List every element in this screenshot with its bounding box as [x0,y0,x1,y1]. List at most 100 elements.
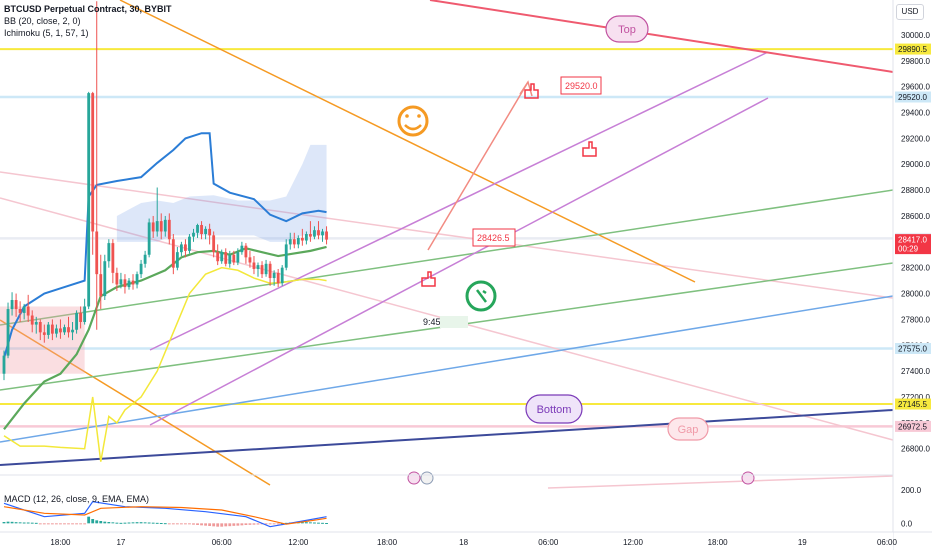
price-tick-label: 29800.0 [901,57,930,66]
time-tick-label: 19 [798,538,807,547]
price-label-tag-6[interactable] [895,420,931,432]
candle-body [71,329,74,333]
macd-histogram-bar [103,521,107,524]
macd-histogram-bar [192,523,195,525]
macd-pane [0,474,893,528]
trend-line-7[interactable] [149,97,769,426]
hand-pointer-icon[interactable] [582,141,597,157]
price-label-tag-5[interactable] [895,398,931,410]
bb-indicator-label[interactable]: BB (20, close, 2, 0) [4,16,81,26]
flag-icon[interactable] [420,471,434,485]
candle-body [50,324,54,334]
macd-histogram-bar [107,522,111,524]
bottom-annotation-label: Bottom [537,404,572,416]
smiley-face-mark-icon [476,289,487,303]
candle-body [204,228,208,235]
time-tick-label: 18:00 [708,538,729,547]
trend-line-4[interactable] [0,189,894,326]
candle-body [95,231,99,275]
ichimoku-indicator-label[interactable]: Ichimoku (5, 1, 57, 1) [4,28,89,38]
annotation-layer[interactable]: Top Bottom Gap 29520.0 28426.5 9:45 [397,15,755,485]
smiley-neutral-icon[interactable] [465,280,497,312]
candle-body [75,312,78,330]
candle-body [91,93,95,232]
price-label-text: 27575.0 [898,345,927,354]
macd-histogram-bar [208,523,212,526]
currency-button[interactable]: USD [896,4,924,20]
macd-histogram-bar [6,521,10,524]
macd-histogram-bar [155,522,159,524]
entry-price-tag[interactable] [472,228,516,247]
price-label-tag-1[interactable] [895,91,931,103]
price-label-tag-0[interactable] [895,43,931,55]
time-axis-bg [0,532,893,550]
time-tick-label: 12:00 [288,538,309,547]
candle-body [317,230,320,236]
trend-line-0[interactable] [0,171,894,299]
candle-body [296,237,300,245]
trend-line-2[interactable] [119,0,696,283]
candle-body [179,244,183,253]
candle-body [83,306,87,322]
macd-histogram-bar [167,523,171,525]
event-icon-1[interactable] [741,471,755,485]
conversion-line [3,266,327,462]
symbol-title[interactable]: BTCUSD Perpetual Contract, 30, BYBIT [4,4,172,14]
hand-pointer-icon[interactable] [524,83,539,99]
time-axis[interactable]: 18:00 17 06:00 12:00 18:00 18 06:00 12:00 18:00 1… [0,531,932,550]
price-tick-label: 27800.0 [901,315,930,324]
macd-histogram-bar [143,522,147,524]
macd-histogram-bar [175,523,179,525]
price-axis[interactable]: 26800.027000.027200.027400.027600.027800… [892,0,932,550]
macd-histogram-bar [95,520,99,524]
price-tick-label: 28800.0 [901,186,930,195]
candle-body [224,252,228,264]
macd-histogram-bar [300,522,304,524]
target-price-tag[interactable] [560,76,602,95]
candle-body [272,272,276,279]
macd-histogram-bar [272,523,276,525]
candle-body [276,272,280,284]
price-label-tag-4[interactable] [895,343,931,355]
trend-line-8[interactable] [0,295,894,443]
timer-highlight [440,316,468,328]
candle-body [139,263,143,275]
candle-body [26,306,30,316]
macd-histogram-bar [67,523,70,525]
trend-line-11[interactable] [547,475,894,489]
macd-histogram-bar [63,523,66,525]
macd-histogram-bar [321,522,324,524]
top-annotation-bubble[interactable] [605,15,649,43]
candle-body [6,309,10,356]
price-label-text: 28417.0 [898,236,927,245]
macd-histogram-bar [147,522,151,524]
macd-histogram-bar [184,523,187,525]
time-tick-label: 18:00 [377,538,398,547]
price-tick-label: 30000.0 [901,31,930,40]
candle-body [288,239,292,245]
candle-body [240,245,244,253]
trend-line-12[interactable] [427,81,529,251]
macd-histogram-bar [2,522,6,524]
candle-body [321,231,324,236]
gap-annotation-bubble[interactable] [667,417,709,441]
macd-histogram-bar [10,521,14,524]
hand-pointer-icon[interactable] [421,271,436,287]
candle-body [22,306,26,313]
drawing-layer[interactable] [0,0,894,489]
price-label-tag-3[interactable] [895,234,931,255]
candle-body [34,321,38,325]
trend-line-10[interactable] [429,0,894,73]
trend-line-6[interactable] [149,51,769,351]
candle-body [244,245,248,258]
time-tick-label: 06:00 [538,538,559,547]
macd-indicator-label[interactable]: MACD (12, 26, close, 9, EMA, EMA) [4,494,150,504]
trend-line-9[interactable] [0,409,894,466]
candle-body [63,327,66,333]
event-icon-0[interactable] [407,471,421,485]
smiley-happy-icon[interactable] [397,105,429,137]
bottom-annotation-bubble[interactable] [525,394,583,424]
candle-body [107,243,111,262]
